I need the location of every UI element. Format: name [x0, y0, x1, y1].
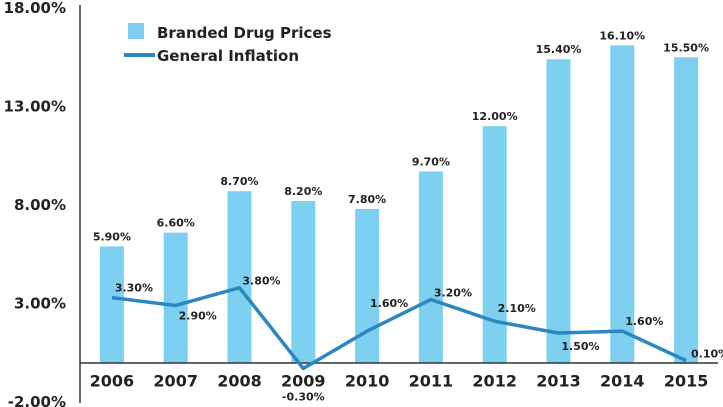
line-value-label: 0.10%: [691, 348, 723, 361]
x-tick-label: 2015: [664, 372, 709, 391]
bar-value-label: 15.40%: [536, 43, 582, 56]
bar-value-label: 6.60%: [157, 217, 195, 230]
bar: [674, 57, 699, 363]
bar: [163, 232, 188, 363]
bar: [546, 59, 571, 363]
bar-value-label: 9.70%: [412, 156, 450, 169]
x-tick-label: 2008: [217, 372, 262, 391]
bar-value-label: 5.90%: [93, 230, 131, 243]
line-series: [111, 285, 687, 371]
bar-series: [99, 45, 699, 363]
bar-value-label: 15.50%: [663, 41, 709, 54]
y-tick-label: -2.00%: [8, 393, 66, 407]
bar: [291, 201, 316, 363]
x-tick-label: 2012: [472, 372, 517, 391]
x-tick-labels: 2006 2007 2008 2009 2010 2011 2012 2013 2014 2015: [90, 372, 709, 391]
bar-value-label: 8.20%: [284, 185, 322, 198]
line-value-label: 3.30%: [115, 282, 153, 295]
bar: [99, 246, 124, 363]
line-value-label: 3.80%: [242, 275, 280, 288]
legend: Branded Drug Prices General Inflation: [124, 23, 332, 65]
bar: [355, 208, 380, 363]
legend-label-branded: Branded Drug Prices: [157, 24, 332, 42]
bar-data-labels: 5.90% 6.60% 8.70% 8.20% 7.80% 9.70% 12.00% 15.4…: [93, 29, 709, 243]
y-tick-labels: -2.00% 3.00% 8.00% 13.00% 18.00%: [4, 0, 66, 407]
inflation-line: [111, 285, 687, 371]
x-tick-label: 2014: [600, 372, 645, 391]
line-value-label: 1.50%: [561, 340, 599, 353]
x-tick-label: 2006: [90, 372, 135, 391]
line-value-label: 1.60%: [625, 315, 663, 328]
line-value-label: 2.10%: [498, 302, 536, 315]
y-tick-label: 8.00%: [14, 196, 66, 214]
y-tick-label: 18.00%: [4, 0, 66, 17]
x-tick-label: 2010: [345, 372, 390, 391]
legend-swatch-branded: [128, 23, 144, 39]
bar: [227, 191, 252, 363]
axes: [79, 5, 718, 403]
bar: [610, 45, 635, 363]
line-value-label: 3.20%: [434, 287, 472, 300]
x-tick-label: 2013: [536, 372, 581, 391]
bar-value-label: 8.70%: [220, 175, 258, 188]
x-tick-label: 2007: [153, 372, 198, 391]
bar-value-label: 12.00%: [472, 110, 518, 123]
x-tick-label: 2009: [281, 372, 326, 391]
bar: [418, 171, 443, 363]
bar-value-label: 7.80%: [348, 193, 386, 206]
y-tick-label: 13.00%: [4, 98, 66, 116]
legend-label-inflation: General Inflation: [157, 47, 299, 65]
bar: [482, 126, 507, 363]
bar-value-label: 16.10%: [599, 29, 645, 42]
x-tick-label: 2011: [409, 372, 454, 391]
line-value-label: -0.30%: [282, 391, 325, 404]
line-value-label: 1.60%: [370, 297, 408, 310]
y-tick-label: 3.00%: [14, 295, 66, 313]
line-value-label: 2.90%: [179, 309, 217, 322]
line-data-labels: 3.30% 2.90% 3.80% -0.30% 1.60% 3.20% 2.10% 1.50…: [115, 275, 723, 404]
